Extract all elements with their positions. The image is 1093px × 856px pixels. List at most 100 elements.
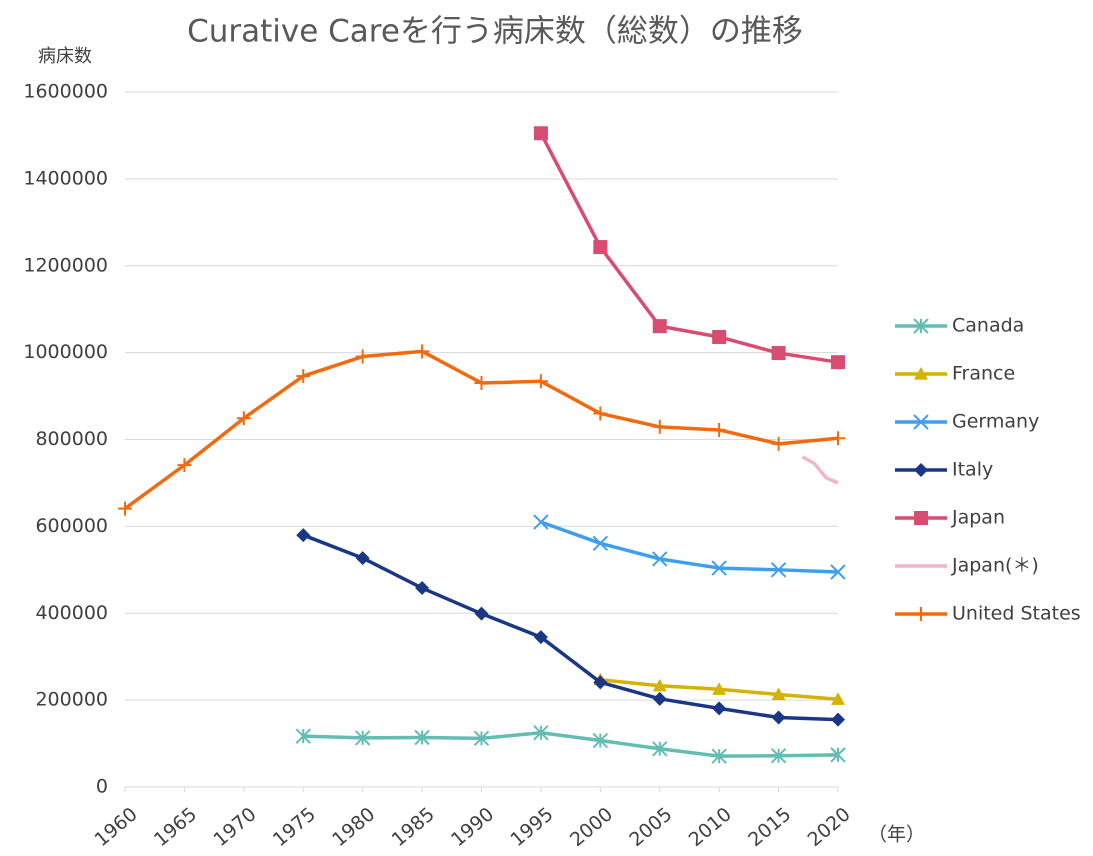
legend-marker bbox=[914, 607, 928, 621]
legend-label: Italy bbox=[952, 459, 993, 481]
marker bbox=[474, 376, 489, 391]
legend-marker bbox=[914, 367, 928, 380]
marker bbox=[830, 564, 846, 580]
marker bbox=[712, 701, 727, 716]
marker bbox=[533, 630, 548, 645]
marker bbox=[533, 724, 549, 741]
marker bbox=[830, 747, 846, 763]
marker bbox=[711, 560, 727, 576]
marker bbox=[355, 349, 370, 364]
series-line bbox=[539, 132, 839, 364]
series-line bbox=[540, 520, 839, 574]
x-tick-label: 1985 bbox=[388, 803, 439, 851]
x-tick-label: 2010 bbox=[685, 803, 736, 851]
marker bbox=[415, 344, 430, 359]
y-tick-label: 200000 bbox=[35, 689, 108, 711]
marker bbox=[592, 732, 609, 749]
marker bbox=[533, 374, 548, 389]
x-tick-label: 2005 bbox=[625, 803, 676, 851]
series bbox=[533, 514, 846, 580]
marker bbox=[652, 678, 667, 692]
x-tick-label: 1965 bbox=[150, 803, 201, 851]
marker bbox=[771, 687, 786, 701]
series bbox=[801, 455, 839, 485]
marker bbox=[296, 369, 311, 384]
series bbox=[533, 126, 845, 370]
y-tick-label: 1000000 bbox=[23, 341, 108, 363]
marker bbox=[533, 126, 548, 141]
marker bbox=[831, 692, 845, 705]
series-line bbox=[303, 730, 839, 758]
marker bbox=[771, 346, 786, 361]
marker bbox=[177, 458, 192, 473]
marker bbox=[831, 431, 845, 446]
marker bbox=[712, 422, 727, 437]
marker bbox=[295, 728, 311, 744]
marker bbox=[593, 675, 608, 690]
y-tick-label: 1400000 bbox=[23, 167, 108, 189]
marker bbox=[355, 551, 370, 566]
marker bbox=[771, 436, 786, 451]
marker bbox=[354, 730, 371, 746]
legend-label: Japan(＊) bbox=[951, 555, 1039, 577]
marker bbox=[770, 748, 787, 764]
legend-label: Germany bbox=[952, 411, 1039, 433]
legend-marker bbox=[913, 414, 929, 430]
marker bbox=[593, 240, 608, 255]
series bbox=[118, 344, 845, 516]
marker bbox=[236, 411, 251, 426]
x-tick-label: 1990 bbox=[447, 803, 498, 851]
series bbox=[295, 724, 846, 764]
legend-label: France bbox=[952, 363, 1015, 385]
y-tick-label: 400000 bbox=[35, 602, 108, 624]
series-line bbox=[801, 455, 839, 485]
marker bbox=[652, 319, 667, 334]
marker bbox=[118, 501, 132, 516]
legend-label: Japan bbox=[951, 507, 1005, 529]
x-tick-label: 1975 bbox=[269, 803, 320, 851]
marker bbox=[771, 710, 786, 725]
marker bbox=[652, 741, 668, 757]
legend-label: Canada bbox=[952, 315, 1024, 337]
marker bbox=[712, 329, 727, 344]
x-tick-label: 1980 bbox=[328, 803, 379, 851]
legend-marker bbox=[914, 463, 928, 477]
y-tick-label: 1600000 bbox=[23, 81, 108, 103]
x-tick-label: 2000 bbox=[566, 803, 617, 851]
marker bbox=[652, 551, 668, 567]
series-line bbox=[123, 349, 839, 510]
marker bbox=[652, 419, 667, 434]
series-line bbox=[302, 533, 839, 722]
legend-marker bbox=[913, 318, 929, 334]
chart-title: Curative Careを行う病床数（総数）の推移 bbox=[187, 14, 803, 50]
y-axis-label: 病床数 bbox=[38, 46, 92, 67]
marker bbox=[414, 729, 430, 746]
marker bbox=[593, 406, 608, 421]
marker bbox=[770, 562, 787, 578]
x-tick-label: 1960 bbox=[91, 803, 142, 851]
x-tick-label: 1970 bbox=[209, 803, 260, 851]
marker bbox=[415, 581, 430, 596]
x-axis-label: （年） bbox=[868, 824, 925, 846]
y-tick-label: 0 bbox=[96, 776, 108, 798]
marker bbox=[533, 514, 549, 530]
x-tick-label: 1995 bbox=[506, 803, 557, 851]
marker bbox=[473, 730, 490, 747]
marker bbox=[831, 355, 845, 370]
legend-label: United States bbox=[952, 603, 1081, 625]
y-tick-label: 600000 bbox=[35, 515, 108, 537]
marker bbox=[711, 748, 727, 764]
y-tick-label: 1200000 bbox=[23, 254, 108, 276]
marker bbox=[592, 535, 609, 552]
marker bbox=[474, 606, 489, 621]
marker bbox=[296, 528, 311, 543]
x-tick-label: 2015 bbox=[744, 803, 795, 851]
series bbox=[296, 528, 845, 727]
marker bbox=[831, 712, 845, 727]
legend-marker bbox=[914, 511, 928, 525]
y-tick-label: 800000 bbox=[35, 428, 108, 450]
x-tick-label: 2020 bbox=[804, 803, 855, 851]
marker bbox=[652, 691, 667, 706]
